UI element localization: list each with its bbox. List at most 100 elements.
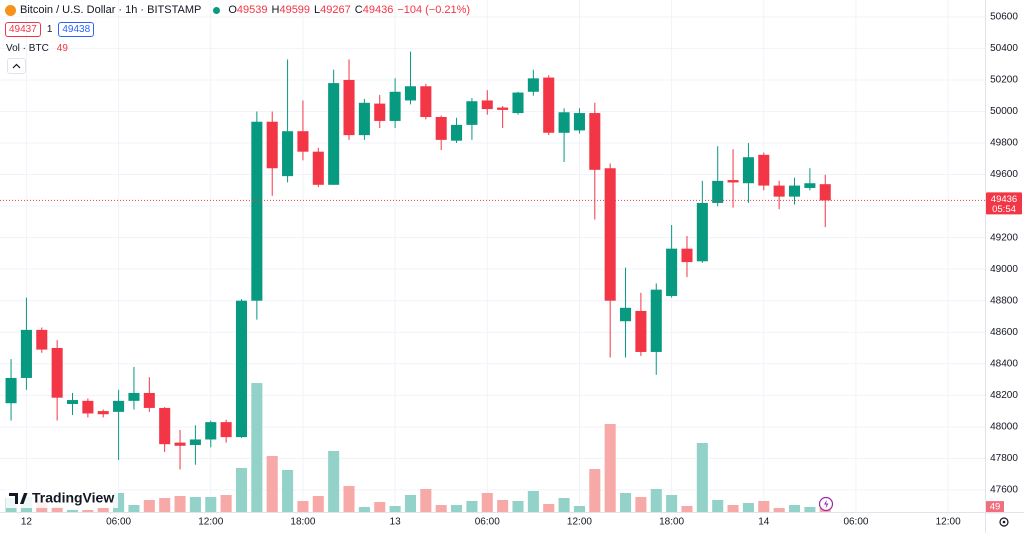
x-tick-label: 12:00 (936, 517, 961, 528)
candle-body (497, 107, 509, 110)
symbol-icon (5, 4, 16, 16)
ohlc-value: 49267 (320, 4, 351, 16)
volume-value: 49 (56, 43, 68, 54)
ohlc-value: 49539 (236, 4, 268, 16)
volume-bar (466, 501, 478, 512)
volume-bar (696, 443, 708, 512)
ohlc-key: O (228, 4, 237, 16)
candle-body (328, 83, 340, 185)
candle-body (742, 157, 754, 184)
settings-icon[interactable] (999, 517, 1009, 527)
x-tick-label: 06:00 (106, 517, 131, 528)
volume-bar (681, 506, 693, 512)
volume-bar (635, 497, 647, 512)
x-tick-label: 18:00 (290, 517, 315, 528)
candle-body (512, 92, 524, 114)
volume-bar (220, 495, 232, 512)
candle-body (220, 422, 232, 438)
candle-body (174, 442, 186, 446)
volume-bar (374, 502, 386, 512)
candle-body (66, 400, 79, 404)
volume-bar (451, 505, 463, 512)
y-tick-label: 49200 (990, 232, 1018, 243)
volume-bar (189, 497, 201, 512)
volume-bar (497, 500, 509, 512)
volume-bar (481, 493, 493, 512)
volume-bar (512, 501, 524, 512)
candle-body (51, 348, 63, 398)
candle-body (620, 307, 632, 322)
candle-body (604, 168, 616, 301)
buy-button[interactable]: 49438 (58, 22, 95, 37)
collapse-button[interactable] (7, 58, 26, 74)
x-tick-label: 12 (21, 517, 33, 528)
y-tick-label: 50400 (990, 43, 1018, 54)
candle-body (758, 154, 770, 186)
candle-body (404, 86, 416, 101)
candle-body (712, 180, 724, 203)
candle-body (435, 117, 447, 140)
ohlc-value: 49599 (279, 4, 311, 16)
candle-body (573, 113, 585, 131)
candle-body (128, 392, 140, 401)
candle-body (113, 400, 125, 412)
volume-bar (435, 505, 447, 512)
candle-body (666, 248, 678, 296)
candle-body (343, 79, 355, 136)
y-tick-label: 48000 (990, 421, 1018, 432)
volume-bar (205, 497, 217, 512)
logo-mark (9, 493, 28, 504)
y-tick-label: 48200 (990, 390, 1018, 401)
volume-bar (404, 495, 416, 512)
candle-body (36, 329, 48, 350)
candle-body (389, 91, 401, 121)
candle-body (82, 400, 94, 414)
candle-body (696, 202, 708, 262)
grid (0, 0, 985, 512)
volume-bar (82, 510, 94, 512)
candle-body (558, 112, 570, 133)
candle-body (650, 289, 662, 352)
candle-body (527, 78, 539, 92)
candle-body (205, 422, 217, 440)
x-tick-label: 06:00 (843, 517, 868, 528)
overlay-layer: 47600 47800 48000 48200 48400 48600 48800 49000… (0, 12, 1022, 528)
change: −104 (−0.21%) (397, 4, 471, 16)
volume-bar (527, 491, 539, 512)
volume-bar (266, 456, 278, 512)
volume-bar (804, 507, 816, 512)
candle-body (374, 103, 386, 121)
candle-body (481, 100, 493, 110)
alert-bolt (824, 499, 829, 509)
logo-backdrop (6, 489, 118, 508)
candle-body (97, 411, 109, 415)
volume-bar (143, 500, 155, 512)
volume-bar (712, 500, 724, 512)
x-tick-label: 18:00 (659, 517, 684, 528)
candle-body (20, 329, 32, 378)
sell-button[interactable]: 49437 (5, 22, 41, 37)
ohlc-key: H (271, 4, 280, 16)
volume-bar (543, 504, 555, 512)
volume-bar (742, 503, 754, 512)
candle-body (251, 121, 263, 301)
volume-bar (113, 493, 125, 512)
volume-bar (282, 470, 294, 512)
volume-bar (174, 496, 186, 512)
volume-bar (620, 493, 632, 512)
y-tick-label: 48600 (990, 327, 1018, 338)
alert-icon[interactable] (818, 496, 834, 512)
x-tick-label: 13 (390, 517, 402, 528)
spread: 1 (46, 24, 53, 35)
logo: TradingView (6, 489, 118, 508)
volume-bar (97, 508, 109, 512)
y-tick-label: 48800 (990, 295, 1018, 306)
candle-body (358, 102, 370, 136)
chevron (12, 63, 21, 69)
y-tick-label: 50000 (990, 106, 1018, 117)
volume-bar (128, 505, 140, 512)
volume-bar (558, 498, 570, 512)
